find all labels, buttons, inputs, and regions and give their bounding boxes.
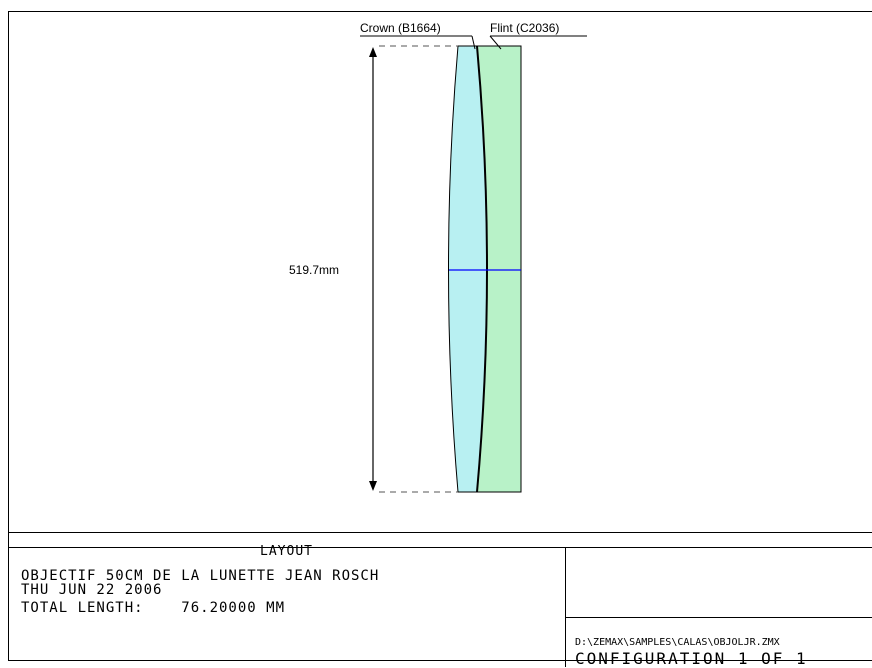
cemented-interface (476, 45, 488, 493)
file-path: D:\ZEMAX\SAMPLES\CALAS\OBJOLJR.ZMX (575, 637, 780, 648)
title-block-top-border (9, 532, 872, 533)
dimension-label: 519.7mm (289, 263, 339, 277)
title-block-info-divider (565, 617, 872, 618)
configuration-text: CONFIGURATION 1 OF 1 (575, 649, 808, 668)
flint-label: Flint (C2036) (490, 21, 559, 35)
crown-leader-line (471, 35, 476, 50)
drawing-frame: 519.7mm Crown (B1664) Flint (C2036) LAYO… (8, 11, 872, 667)
crown-label: Crown (B1664) (360, 21, 441, 35)
dimension-arrow-top (369, 47, 377, 57)
title-block-divider (9, 547, 872, 548)
lens-title: OBJECTIF 50CM DE LA LUNETTE JEAN ROSCH (21, 568, 380, 584)
layout-title: LAYOUT (260, 544, 313, 559)
date-text: THU JUN 22 2006 (21, 582, 163, 598)
title-block-right-border (565, 547, 566, 667)
total-length-text: TOTAL LENGTH: 76.20000 MM (21, 600, 286, 616)
lens-layout-drawing: 519.7mm Crown (B1664) Flint (C2036) (289, 21, 587, 493)
flint-leader-line (489, 35, 502, 50)
dimension-arrow-bottom (369, 481, 377, 491)
